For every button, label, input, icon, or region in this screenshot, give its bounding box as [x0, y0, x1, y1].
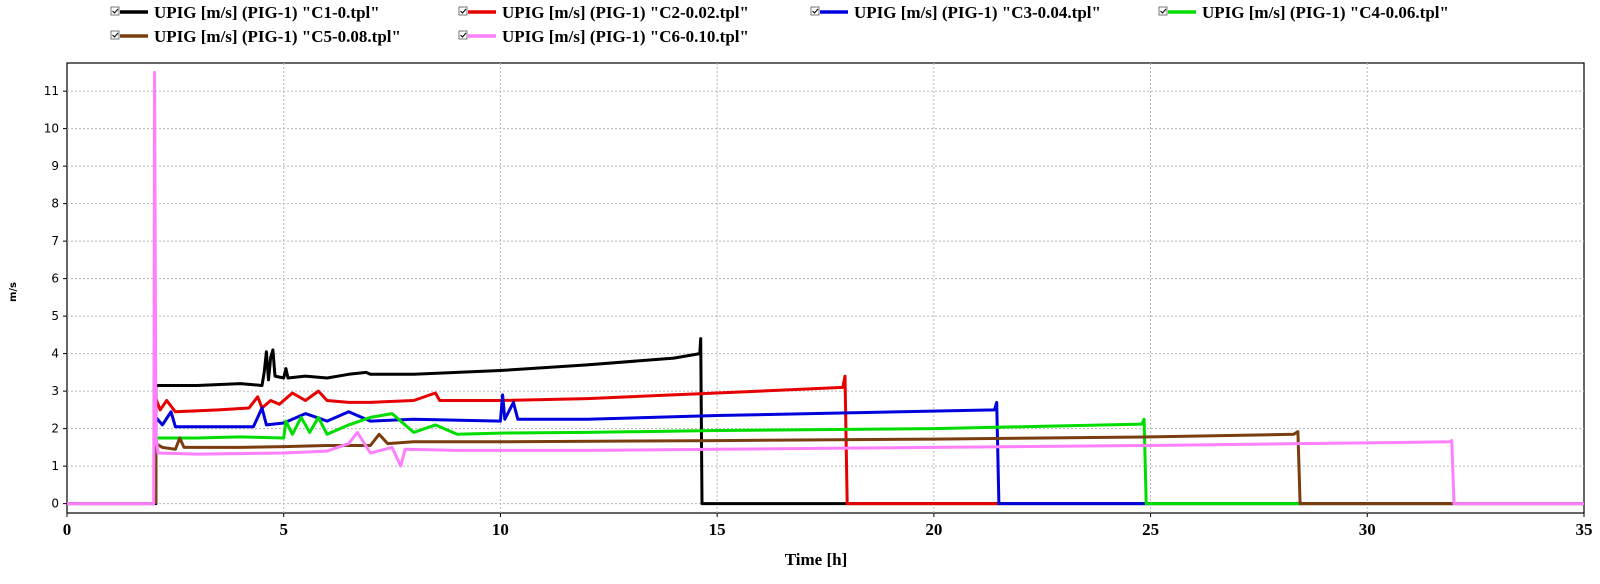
y-tick-label: 7 [51, 234, 59, 248]
legend-item-1[interactable]: UPIG [m/s] (PIG-1) "C1-0.tpl" [110, 3, 380, 22]
series-line-3 [154, 393, 1151, 506]
legend-checkbox[interactable] [110, 6, 120, 16]
x-tick-label: 20 [925, 520, 942, 539]
y-tick-label: 8 [51, 197, 59, 211]
x-axis-title: Time [h] [785, 550, 848, 569]
legend-checkbox[interactable] [810, 6, 820, 16]
legend-label: UPIG [m/s] (PIG-1) "C4-0.06.tpl" [1202, 3, 1449, 22]
checkmark-icon [460, 8, 467, 14]
legend-checkbox[interactable] [458, 30, 468, 40]
series-line-1 [67, 337, 1584, 506]
y-tick-label: 10 [44, 122, 59, 136]
series-line-6 [67, 70, 1584, 506]
x-axis-ticks: 0 5 10 15 20 25 30 35 [63, 513, 1593, 539]
legend-checkbox[interactable] [110, 30, 120, 40]
x-tick-label: 35 [1576, 520, 1593, 539]
legend-label: UPIG [m/s] (PIG-1) "C1-0.tpl" [154, 3, 380, 22]
y-tick-label: 11 [44, 84, 59, 98]
legend-label: UPIG [m/s] (PIG-1) "C2-0.02.tpl" [502, 3, 749, 22]
x-tick-label: 10 [492, 520, 509, 539]
y-tick-label: 6 [51, 272, 59, 286]
checkmark-icon [1160, 8, 1167, 14]
checkmark-icon [460, 32, 467, 38]
x-tick-label: 25 [1142, 520, 1159, 539]
checkmark-icon [112, 32, 119, 38]
y-tick-label: 1 [51, 459, 59, 473]
y-tick-label: 4 [51, 347, 59, 361]
y-tick-label: 9 [51, 159, 59, 173]
legend-checkbox[interactable] [1158, 6, 1168, 16]
checkmark-icon [112, 8, 119, 14]
x-tick-label: 30 [1359, 520, 1376, 539]
legend-label: UPIG [m/s] (PIG-1) "C3-0.04.tpl" [854, 3, 1101, 22]
legend-item-4[interactable]: UPIG [m/s] (PIG-1) "C4-0.06.tpl" [1158, 3, 1449, 22]
legend-item-2[interactable]: UPIG [m/s] (PIG-1) "C2-0.02.tpl" [458, 3, 749, 22]
x-tick-label: 0 [63, 520, 72, 539]
y-axis-title: m/s [8, 282, 19, 302]
grid [67, 63, 1584, 513]
y-tick-label: 5 [51, 309, 59, 323]
plot-area [66, 62, 1585, 514]
legend-item-3[interactable]: UPIG [m/s] (PIG-1) "C3-0.04.tpl" [810, 3, 1101, 22]
legend[interactable]: UPIG [m/s] (PIG-1) "C1-0.tpl" UPIG [m/s] … [110, 3, 1449, 46]
series-group [67, 70, 1584, 506]
checkmark-icon [812, 8, 819, 14]
y-tick-label: 2 [51, 422, 59, 436]
y-tick-label: 0 [51, 497, 59, 511]
series-line-4 [154, 412, 1303, 506]
y-tick-label: 3 [51, 384, 59, 398]
legend-item-6[interactable]: UPIG [m/s] (PIG-1) "C6-0.10.tpl" [458, 27, 749, 46]
x-tick-label: 15 [709, 520, 726, 539]
plot-frame [66, 62, 1585, 514]
legend-label: UPIG [m/s] (PIG-1) "C5-0.08.tpl" [154, 27, 401, 46]
legend-checkbox[interactable] [458, 6, 468, 16]
series-line-2 [154, 374, 999, 506]
x-tick-label: 5 [279, 520, 288, 539]
series-line-5 [154, 430, 1454, 506]
legend-item-5[interactable]: UPIG [m/s] (PIG-1) "C5-0.08.tpl" [110, 27, 401, 46]
y-axis-ticks: 0 1 2 3 4 5 6 7 8 9 10 11 [44, 84, 67, 511]
legend-label: UPIG [m/s] (PIG-1) "C6-0.10.tpl" [502, 27, 749, 46]
